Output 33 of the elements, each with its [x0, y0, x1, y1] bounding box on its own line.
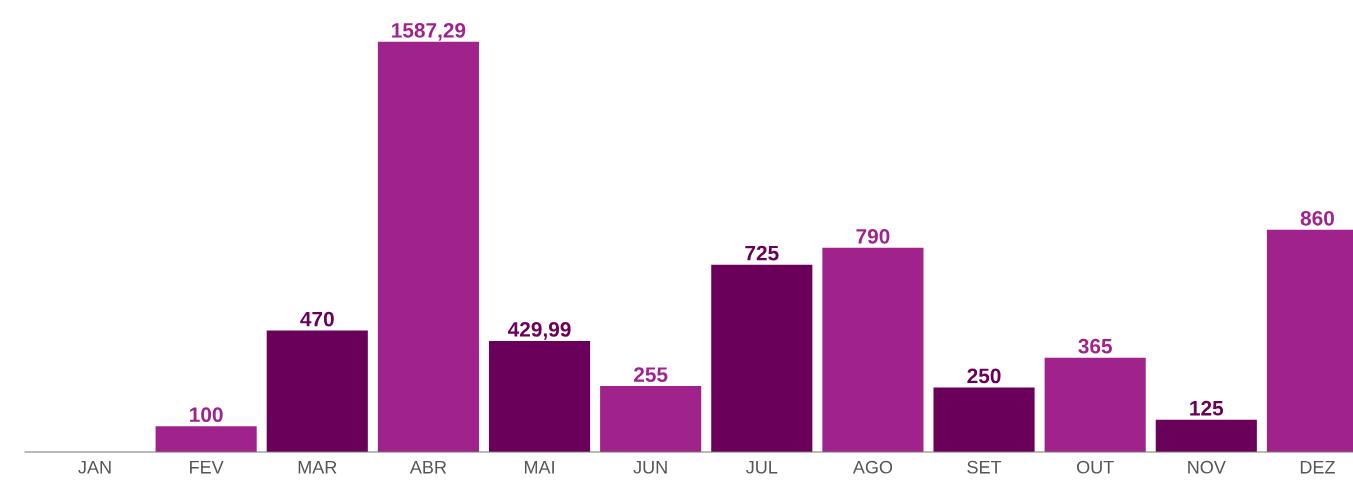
bar: [377, 41, 479, 452]
data-label: 365: [1078, 338, 1112, 354]
data-label: 725: [745, 245, 779, 261]
bar: [600, 386, 702, 452]
data-label: 790: [856, 228, 890, 244]
bar: [266, 330, 368, 452]
x-tick-label: MAR: [298, 461, 337, 474]
data-label: 255: [634, 367, 668, 382]
x-tick-label: FEV: [190, 461, 224, 474]
data-label: 860: [1300, 210, 1334, 226]
data-label: 470: [300, 311, 334, 327]
data-label: 125: [1190, 400, 1224, 416]
bar: [822, 247, 924, 452]
data-label: 429,99: [507, 322, 571, 340]
x-tick-label: ABR: [409, 461, 447, 474]
bar: [1155, 419, 1257, 452]
bar: [488, 340, 591, 452]
x-tick-label: SET: [967, 460, 1002, 474]
data-label: 250: [967, 368, 1001, 384]
bar: [933, 387, 1035, 452]
x-tick-label: AGO: [852, 460, 893, 474]
x-tick-label: MAI: [524, 461, 554, 474]
bar: [155, 426, 257, 452]
x-tick-label: NOV: [1188, 460, 1226, 474]
data-label: 1587,29: [392, 22, 466, 41]
x-tick-label: JUN: [633, 461, 667, 474]
x-tick-label: DEZ: [1300, 461, 1335, 474]
x-tick-label: OUT: [1076, 460, 1114, 474]
bar: [1044, 357, 1146, 452]
data-label: 100: [190, 407, 223, 423]
bar: [711, 264, 813, 452]
x-tick-label: JUL: [746, 461, 778, 474]
x-tick-label: JAN: [78, 461, 111, 474]
